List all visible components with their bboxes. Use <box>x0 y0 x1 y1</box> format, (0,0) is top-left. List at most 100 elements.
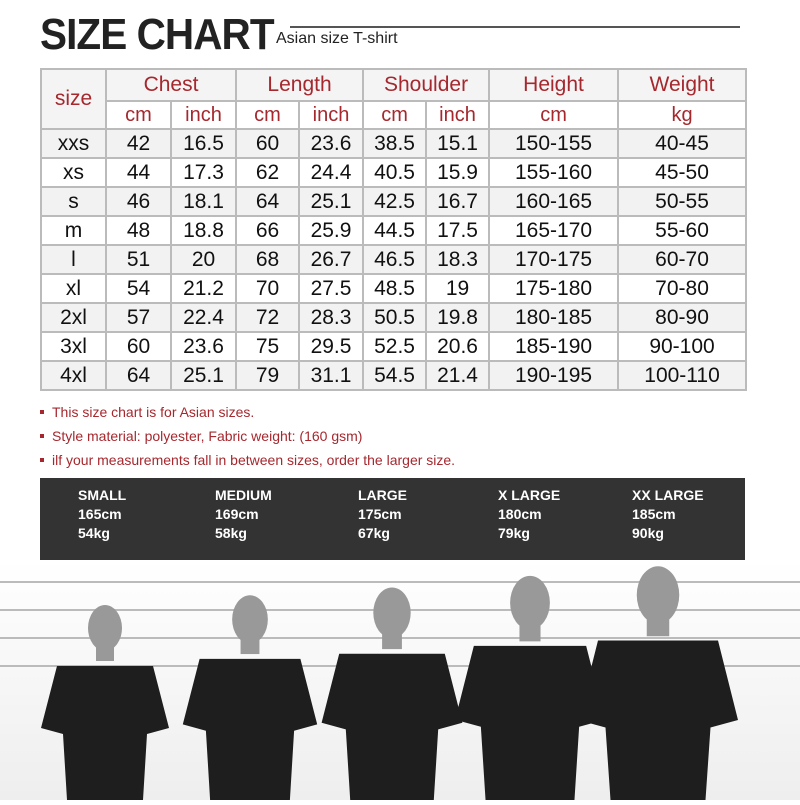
unit-header: cm <box>105 100 172 130</box>
person-silhouette <box>41 605 169 800</box>
value-cell: 21.4 <box>425 360 491 391</box>
value-cell: 48.5 <box>362 273 428 304</box>
value-cell: 54 <box>105 273 172 304</box>
group-header: Weight <box>617 68 748 102</box>
model-weight: 67kg <box>358 525 390 541</box>
size-cell: m <box>40 215 107 246</box>
model-info: LARGE 175cm 67kg <box>358 486 407 543</box>
model-size: X LARGE <box>498 487 561 503</box>
value-cell: 60-70 <box>617 244 748 275</box>
value-cell: 38.5 <box>362 128 428 159</box>
model-info: MEDIUM 169cm 58kg <box>215 486 272 543</box>
table-row: xl 54 21.2 70 27.5 48.5 19 175-180 70-80 <box>40 273 748 304</box>
value-cell: 20 <box>169 244 238 275</box>
table-row: 3xl 60 23.6 75 29.5 52.5 20.6 185-190 90-100 <box>40 331 748 362</box>
model-silhouettes <box>0 560 800 800</box>
value-cell: 79 <box>235 360 301 391</box>
size-cell: xxs <box>40 128 107 159</box>
value-cell: 18.1 <box>169 186 238 217</box>
model-size: LARGE <box>358 487 407 503</box>
model-info: XX LARGE 185cm 90kg <box>632 486 704 543</box>
model-weight: 90kg <box>632 525 664 541</box>
value-cell: 46.5 <box>362 244 428 275</box>
value-cell: 70-80 <box>617 273 748 304</box>
value-cell: 42 <box>105 128 172 159</box>
table-row: xs 44 17.3 62 24.4 40.5 15.9 155-160 45-50 <box>40 157 748 188</box>
value-cell: 175-180 <box>488 273 620 304</box>
group-header: Chest <box>104 68 238 102</box>
unit-header: cm <box>488 100 620 130</box>
value-cell: 28.3 <box>298 302 365 333</box>
value-cell: 52.5 <box>362 331 428 362</box>
model-weight: 79kg <box>498 525 530 541</box>
note: This size chart is for Asian sizes. <box>40 400 455 424</box>
value-cell: 25.1 <box>169 360 238 391</box>
value-cell: 15.1 <box>425 128 491 159</box>
value-cell: 18.8 <box>169 215 238 246</box>
table-row: 4xl 64 25.1 79 31.1 54.5 21.4 190-195 100-110 <box>40 360 748 391</box>
size-cell: s <box>40 186 107 217</box>
value-cell: 27.5 <box>298 273 365 304</box>
notes: This size chart is for Asian sizes. Styl… <box>40 400 455 472</box>
table-row: s 46 18.1 64 25.1 42.5 16.7 160-165 50-55 <box>40 186 748 217</box>
value-cell: 170-175 <box>488 244 620 275</box>
value-cell: 17.3 <box>169 157 238 188</box>
note: Style material: polyester, Fabric weight… <box>40 424 455 448</box>
value-cell: 15.9 <box>425 157 491 188</box>
value-cell: 190-195 <box>488 360 620 391</box>
group-header: Shoulder <box>362 68 491 102</box>
page-title: SIZE CHART <box>40 10 275 59</box>
value-cell: 18.3 <box>425 244 491 275</box>
value-cell: 66 <box>235 215 301 246</box>
value-cell: 100-110 <box>617 360 748 391</box>
model-height: 169cm <box>215 506 259 522</box>
value-cell: 55-60 <box>617 215 748 246</box>
subtitle: Asian size T-shirt <box>276 30 398 47</box>
group-header: Length <box>235 68 365 102</box>
value-cell: 40.5 <box>362 157 428 188</box>
value-cell: 150-155 <box>488 128 620 159</box>
person-silhouette <box>578 566 738 800</box>
value-cell: 50.5 <box>362 302 428 333</box>
model-info: SMALL 165cm 54kg <box>78 486 126 543</box>
model-band: SMALL 165cm 54kg MEDIUM 169cm 58kg LARGE 175cm 6… <box>40 478 745 560</box>
value-cell: 46 <box>105 186 172 217</box>
value-cell: 72 <box>235 302 301 333</box>
value-cell: 64 <box>105 360 172 391</box>
table-row: 2xl 57 22.4 72 28.3 50.5 19.8 180-185 80-90 <box>40 302 748 333</box>
value-cell: 60 <box>235 128 301 159</box>
divider <box>290 26 740 28</box>
size-cell: l <box>40 244 107 275</box>
model-height: 180cm <box>498 506 542 522</box>
note: ilf your measurements fall in between si… <box>40 448 455 472</box>
value-cell: 70 <box>235 273 301 304</box>
value-cell: 50-55 <box>617 186 748 217</box>
value-cell: 48 <box>105 215 172 246</box>
value-cell: 22.4 <box>169 302 238 333</box>
value-cell: 40-45 <box>617 128 748 159</box>
value-cell: 21.2 <box>169 273 238 304</box>
unit-header: inch <box>298 100 365 130</box>
size-cell: 4xl <box>40 360 107 391</box>
model-height: 165cm <box>78 506 122 522</box>
size-table: size Chest Length Shoulder Height Weight… <box>40 68 748 391</box>
unit-header: inch <box>425 100 491 130</box>
group-header: Height <box>488 68 620 102</box>
value-cell: 24.4 <box>298 157 365 188</box>
value-cell: 57 <box>105 302 172 333</box>
unit-header: cm <box>235 100 301 130</box>
value-cell: 54.5 <box>362 360 428 391</box>
value-cell: 19 <box>425 273 491 304</box>
value-cell: 16.5 <box>169 128 238 159</box>
value-cell: 62 <box>235 157 301 188</box>
unit-header: kg <box>617 100 748 130</box>
value-cell: 44.5 <box>362 215 428 246</box>
size-header: size <box>40 68 107 130</box>
model-weight: 54kg <box>78 525 110 541</box>
model-height: 175cm <box>358 506 402 522</box>
person-silhouette <box>455 575 605 800</box>
value-cell: 23.6 <box>298 128 365 159</box>
model-size: SMALL <box>78 487 127 503</box>
value-cell: 45-50 <box>617 157 748 188</box>
value-cell: 17.5 <box>425 215 491 246</box>
